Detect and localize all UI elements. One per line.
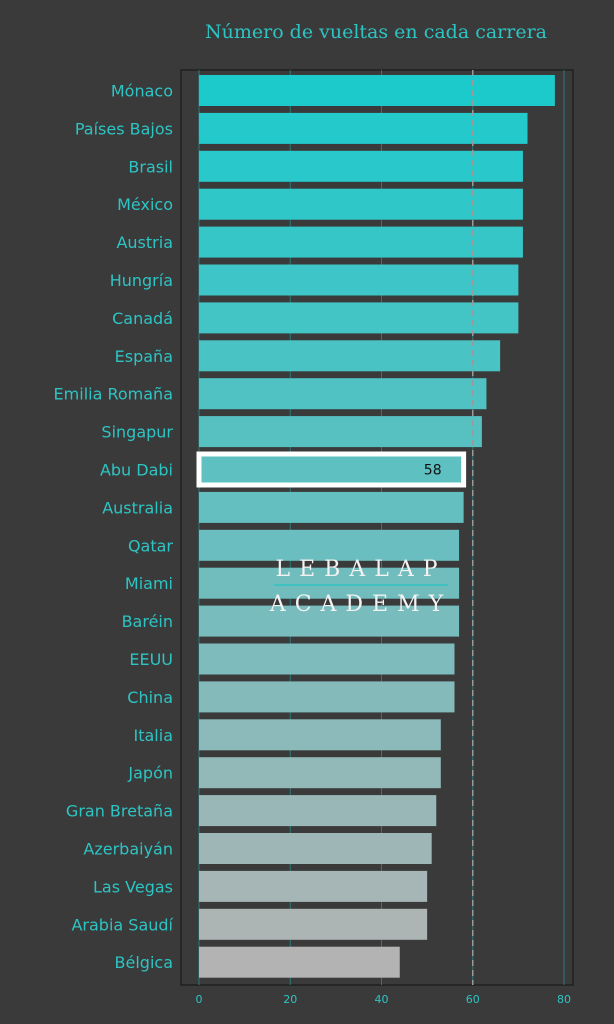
x-tick-label: 40: [375, 993, 389, 1006]
bar: [199, 757, 441, 789]
category-label: Emilia Romaña: [54, 385, 173, 404]
bar: [199, 567, 460, 599]
bar: [199, 870, 428, 902]
chart-title: Número de vueltas en cada carrera: [205, 21, 547, 43]
category-label: Gran Bretaña: [66, 802, 173, 821]
category-label: Qatar: [128, 536, 173, 555]
category-label: Miami: [125, 574, 173, 593]
category-label: Australia: [102, 498, 173, 517]
bar: [199, 946, 400, 978]
bar: [199, 188, 523, 220]
x-tick-label: 20: [283, 993, 297, 1006]
bar: [199, 833, 432, 864]
category-label: Países Bajos: [75, 119, 173, 138]
x-tick-label: 80: [557, 993, 571, 1006]
category-label: Las Vegas: [93, 877, 173, 896]
category-label: Abu Dabi: [100, 461, 173, 480]
category-label: Italia: [134, 726, 174, 745]
category-label: Azerbaiyán: [83, 840, 173, 859]
bar: [199, 264, 519, 296]
category-label: Austria: [116, 233, 173, 252]
category-label: Singapur: [101, 423, 173, 442]
category-label: Japón: [127, 764, 173, 783]
bar: [199, 302, 519, 334]
bar: [199, 681, 455, 713]
category-label: China: [127, 688, 173, 707]
bar: [199, 112, 528, 144]
bars: 58: [196, 75, 555, 978]
category-label: EEUU: [129, 650, 173, 669]
bar: [199, 908, 428, 940]
watermark: LEBALAP ACADEMY: [269, 557, 452, 617]
category-labels: Mónaco Países Bajos Brasil México Austria Hun…: [54, 82, 174, 973]
bar: [199, 340, 501, 372]
category-label: Baréin: [122, 612, 173, 631]
watermark-line2: ACADEMY: [269, 592, 452, 617]
bar-value-label: 58: [424, 463, 442, 479]
bar: [199, 795, 437, 827]
bar: [199, 416, 482, 448]
category-label: España: [115, 347, 173, 366]
category-label: Canadá: [112, 309, 173, 328]
category-label: Hungría: [110, 271, 173, 290]
bar-highlight: [196, 451, 467, 488]
bar: [199, 226, 523, 258]
bar: [199, 491, 464, 523]
x-tick-label: 0: [196, 993, 203, 1006]
bar: [199, 719, 441, 751]
bar: [199, 150, 523, 182]
category-label: Bélgica: [115, 953, 173, 972]
category-label: México: [117, 195, 173, 214]
bar: [199, 75, 555, 106]
bar: [199, 378, 487, 410]
plot-frame: [180, 69, 574, 986]
category-label: Mónaco: [111, 82, 173, 101]
bar: [199, 643, 455, 675]
watermark-line1: LEBALAP: [275, 557, 446, 582]
bar: [199, 605, 460, 637]
bar: [199, 529, 460, 561]
x-tick-label: 60: [466, 993, 480, 1006]
category-label: Brasil: [128, 157, 173, 176]
x-axis: 0 20 40 60 80: [196, 993, 572, 1006]
category-label: Arabia Saudí: [71, 915, 173, 934]
